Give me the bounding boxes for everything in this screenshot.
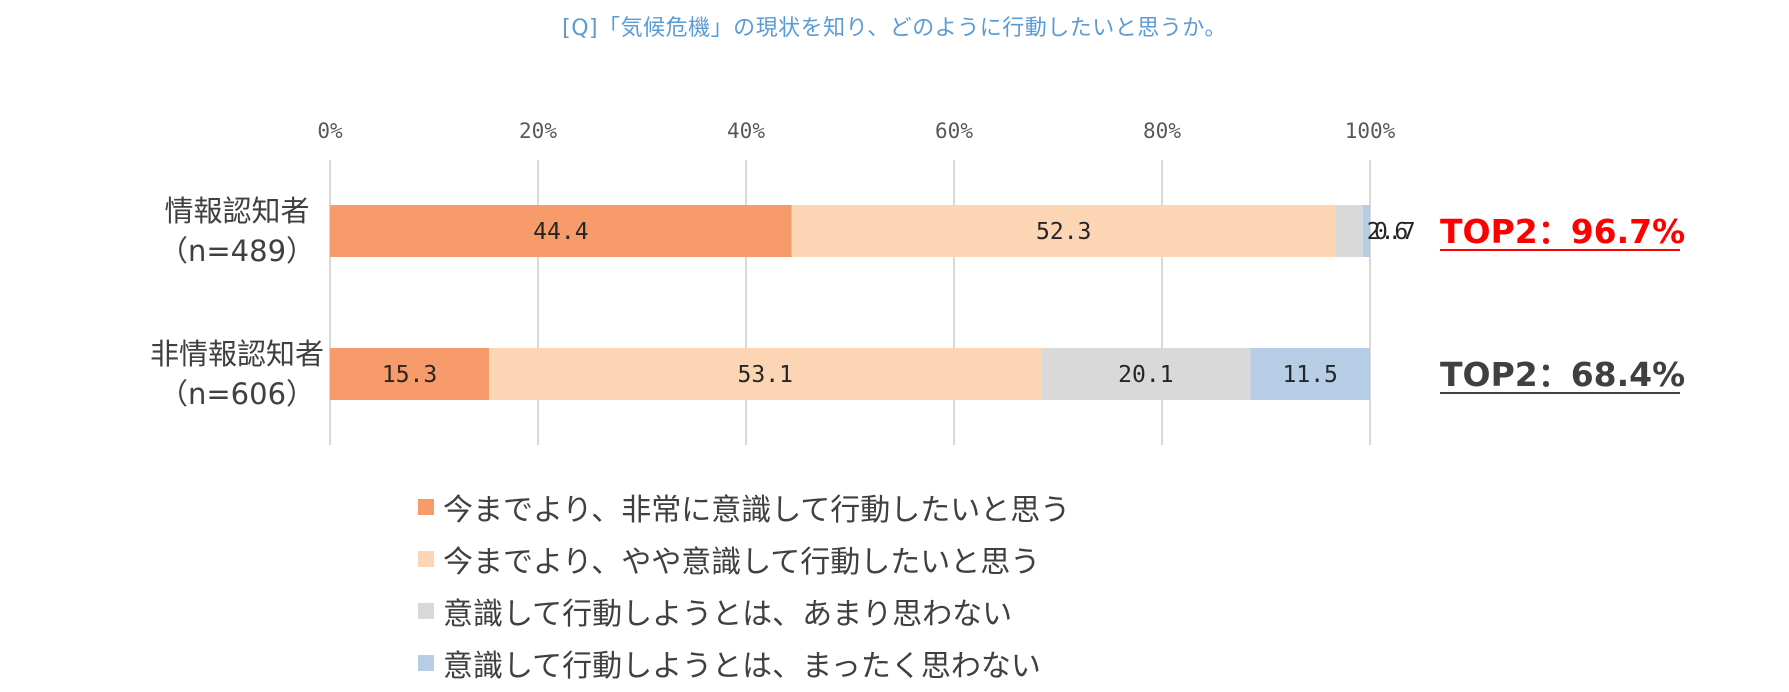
x-tick-label: 20% (519, 119, 557, 143)
category-labels: 情報認知者 （n=489） 非情報認知者 （n=606） (150, 194, 324, 411)
legend-swatch (418, 551, 434, 567)
bar-segment (791, 205, 1336, 257)
x-tick-label: 40% (727, 119, 765, 143)
data-labels: 44.4 52.3 2.60.7 15.3 53.1 20.1 11.5 (382, 219, 1416, 388)
top2-annotation: TOP2：68.4% (1440, 355, 1685, 394)
gridlines (329, 160, 1371, 445)
data-label: 11.5 (1283, 362, 1338, 388)
legend-item: 今までより、やや意識して行動したいと思う (418, 533, 1070, 585)
x-tick-label: 80% (1143, 119, 1181, 143)
chart-title: [Q]「気候危機」の現状を知り、どのように行動したいと思うか。 (562, 16, 1227, 41)
data-label: 15.3 (382, 362, 437, 388)
data-label: 20.1 (1118, 362, 1173, 388)
legend-label: 意識して行動しようとは、まったく思わない (443, 649, 1041, 684)
category-label: 情報認知者 (164, 194, 309, 228)
legend-label: 意識して行動しようとは、あまり思わない (443, 597, 1013, 632)
legend-label: 今までより、やや意識して行動したいと思う (443, 545, 1041, 580)
data-label: 53.1 (738, 362, 793, 388)
legend-swatch (418, 655, 434, 671)
top2-annotations: TOP2：96.7% TOP2：68.4% (1440, 212, 1685, 394)
legend-label: 今までより、非常に意識して行動したいと思う (443, 493, 1071, 528)
x-axis-ticks: 0% 20% 40% 60% 80% 100% (317, 119, 1395, 143)
data-label: 52.3 (1036, 219, 1091, 245)
category-sample-size: （n=606） (159, 377, 315, 411)
legend-swatch (418, 603, 434, 619)
bars (330, 205, 1370, 400)
legend-item: 意識して行動しようとは、あまり思わない (418, 585, 1070, 637)
bar-segment (330, 205, 792, 257)
data-label: 0.7 (1374, 219, 1416, 245)
legend-swatch (418, 499, 434, 515)
data-label: 2.6 (1367, 219, 1409, 245)
legend-item: 意識して行動しようとは、まったく思わない (418, 637, 1070, 689)
bar-segment (1250, 348, 1370, 400)
x-tick-label: 100% (1345, 119, 1396, 143)
x-tick-label: 0% (317, 119, 343, 143)
bar-segment (1362, 205, 1370, 257)
bar-segment (489, 348, 1042, 400)
bar-segment (1335, 205, 1363, 257)
bar-segment (1041, 348, 1251, 400)
bar-segment (330, 348, 490, 400)
top2-annotation: TOP2：96.7% (1440, 212, 1685, 251)
legend-item: 今までより、非常に意識して行動したいと思う (418, 481, 1070, 533)
legend: 今までより、非常に意識して行動したいと思う 今までより、やや意識して行動したいと思… (418, 481, 1070, 689)
category-sample-size: （n=489） (159, 234, 315, 268)
category-label: 非情報認知者 (150, 337, 324, 371)
x-tick-label: 60% (935, 119, 973, 143)
data-label: 44.4 (533, 219, 588, 245)
